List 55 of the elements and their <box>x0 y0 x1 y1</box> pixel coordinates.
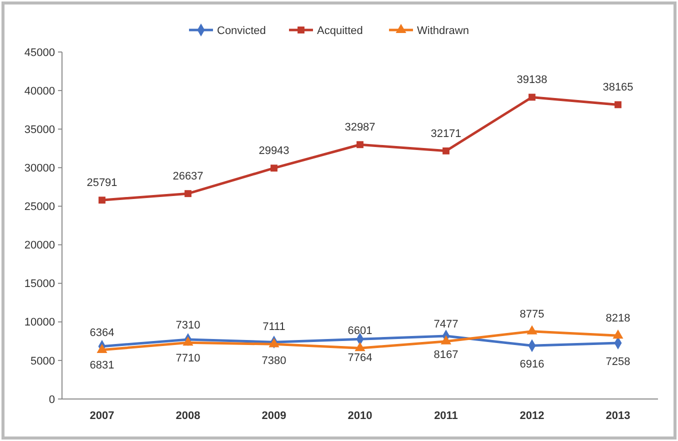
y-tick-label: 20000 <box>24 240 55 252</box>
data-label: 7764 <box>348 352 372 364</box>
point <box>356 141 364 148</box>
point <box>440 335 452 344</box>
x-tick-label: 2008 <box>176 410 200 422</box>
data-label: 7310 <box>176 320 200 332</box>
y-tick-label: 25000 <box>24 201 55 214</box>
point <box>442 147 450 154</box>
x-tick-label: 2009 <box>262 410 286 422</box>
y-tick-label: 15000 <box>24 278 55 290</box>
x-tick-label: 2012 <box>520 410 544 422</box>
data-label: 6831 <box>90 359 114 372</box>
data-label: 8775 <box>520 308 544 320</box>
point <box>268 338 280 348</box>
point <box>528 94 536 101</box>
data-label: 32987 <box>344 122 376 134</box>
data-label: 6364 <box>90 326 114 339</box>
data-label: 38165 <box>602 82 634 94</box>
y-tick-label: 30000 <box>24 162 55 175</box>
y-tick-label: 35000 <box>24 124 55 136</box>
data-label: 7111 <box>262 321 286 334</box>
y-tick-label: 45000 <box>24 46 55 59</box>
point <box>526 325 538 334</box>
legend-label: Withdrawn <box>417 24 469 37</box>
legend-label: Acquitted <box>317 24 363 37</box>
point <box>98 196 106 204</box>
data-label: 6601 <box>348 325 372 338</box>
point <box>612 330 624 339</box>
data-label: 25791 <box>86 177 118 190</box>
point <box>354 342 366 352</box>
y-tick-label: 10000 <box>24 316 55 329</box>
point <box>614 101 622 108</box>
point <box>182 336 194 346</box>
data-label: 32171 <box>430 128 462 140</box>
legend-label: Convicted <box>217 24 266 37</box>
y-tick-label: 0 <box>48 394 55 406</box>
y-tick-label: 5000 <box>30 355 55 368</box>
data-label: 7258 <box>606 356 630 368</box>
data-label: 39138 <box>516 74 548 86</box>
x-tick-label: 2013 <box>606 410 630 422</box>
data-label: 7710 <box>176 352 200 365</box>
point <box>184 190 192 198</box>
x-tick-label: 2007 <box>90 410 114 422</box>
data-label: 7380 <box>262 355 286 368</box>
data-label: 8167 <box>434 349 458 362</box>
point <box>96 344 108 353</box>
x-tick-label: 2010 <box>348 410 372 422</box>
data-label: 6916 <box>520 358 544 371</box>
data-label: 29943 <box>258 145 290 158</box>
data-label: 8218 <box>606 312 630 325</box>
point <box>270 164 278 172</box>
data-label: 26637 <box>172 170 204 183</box>
data-label: 7477 <box>434 318 458 330</box>
x-tick-label: 2011 <box>434 410 458 422</box>
y-tick-label: 40000 <box>24 85 55 98</box>
